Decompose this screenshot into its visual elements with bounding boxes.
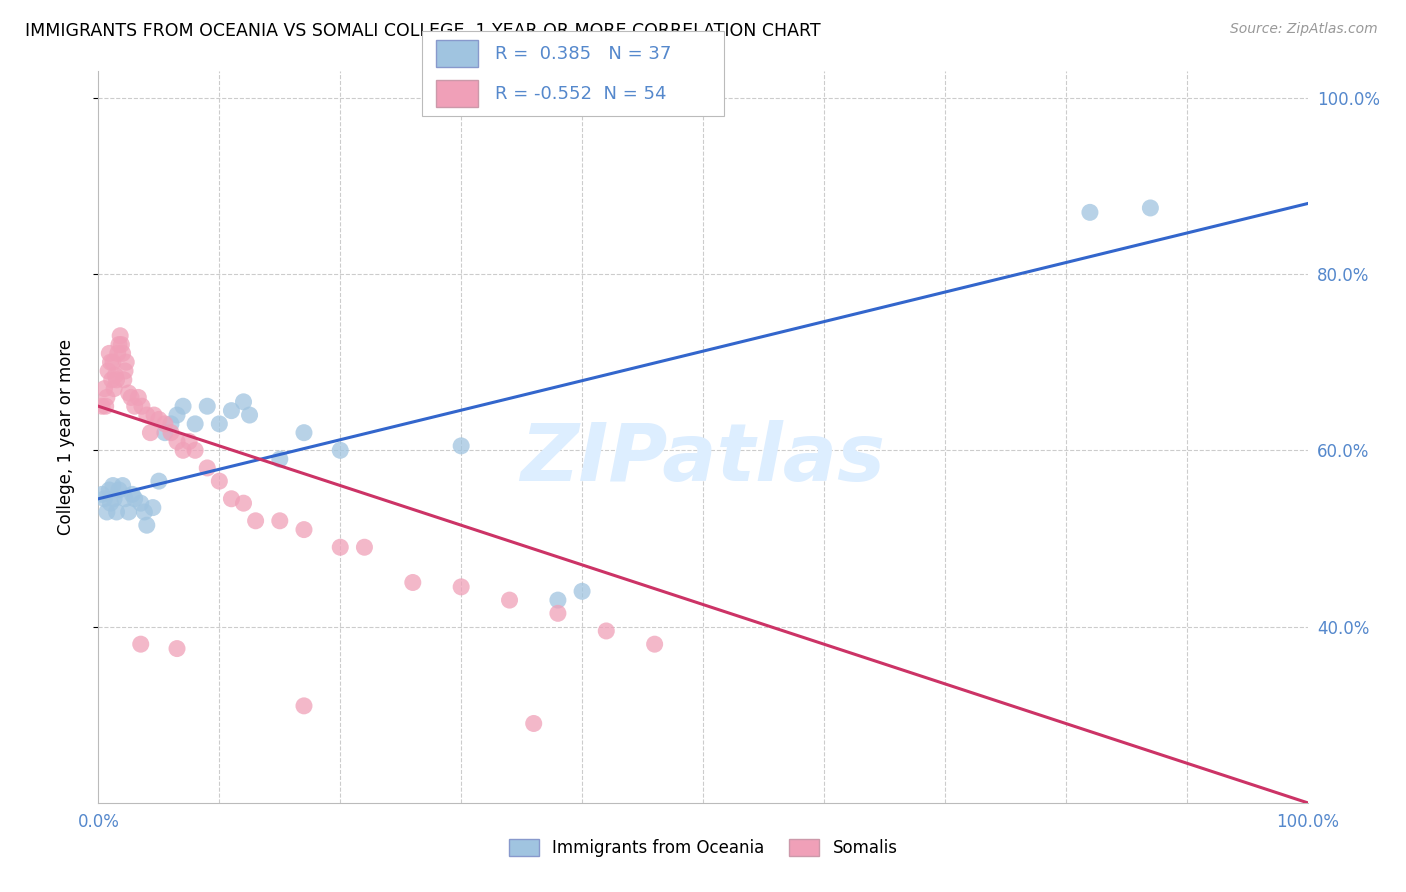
Point bbox=[329, 540, 352, 554]
Point bbox=[101, 478, 124, 492]
Point bbox=[148, 412, 170, 426]
Point bbox=[127, 391, 149, 405]
Point bbox=[103, 491, 125, 506]
Point bbox=[129, 496, 152, 510]
Point bbox=[450, 439, 472, 453]
Point bbox=[91, 399, 114, 413]
Point bbox=[208, 417, 231, 431]
Point bbox=[93, 491, 115, 506]
Point bbox=[232, 394, 254, 409]
Text: IMMIGRANTS FROM OCEANIA VS SOMALI COLLEGE, 1 YEAR OR MORE CORRELATION CHART: IMMIGRANTS FROM OCEANIA VS SOMALI COLLEG… bbox=[25, 22, 821, 40]
Point bbox=[269, 514, 291, 528]
Point bbox=[91, 487, 114, 501]
Point bbox=[644, 637, 666, 651]
Point bbox=[111, 478, 134, 492]
Point bbox=[105, 373, 128, 387]
Text: R =  0.385   N = 37: R = 0.385 N = 37 bbox=[495, 45, 671, 62]
Point bbox=[1078, 205, 1101, 219]
Point bbox=[166, 408, 188, 422]
Point bbox=[571, 584, 593, 599]
Point bbox=[129, 637, 152, 651]
Point bbox=[232, 496, 254, 510]
Point bbox=[118, 505, 141, 519]
Point bbox=[100, 373, 122, 387]
Point bbox=[115, 355, 138, 369]
Point bbox=[94, 399, 117, 413]
Point bbox=[108, 483, 131, 497]
Point bbox=[292, 425, 315, 440]
Point bbox=[121, 487, 143, 501]
Point bbox=[134, 505, 156, 519]
Point bbox=[402, 575, 425, 590]
Point bbox=[547, 607, 569, 621]
Point bbox=[114, 364, 136, 378]
Point bbox=[292, 523, 315, 537]
Point bbox=[353, 540, 375, 554]
Text: Source: ZipAtlas.com: Source: ZipAtlas.com bbox=[1230, 22, 1378, 37]
Point bbox=[523, 716, 546, 731]
Point bbox=[153, 425, 176, 440]
Point bbox=[93, 382, 115, 396]
Point bbox=[110, 337, 132, 351]
Point bbox=[547, 593, 569, 607]
Point bbox=[239, 408, 262, 422]
Point bbox=[139, 425, 162, 440]
Point bbox=[118, 386, 141, 401]
Point bbox=[100, 355, 122, 369]
Point bbox=[179, 434, 201, 449]
Point bbox=[195, 461, 218, 475]
Point bbox=[153, 417, 176, 431]
Point bbox=[172, 443, 194, 458]
Point bbox=[97, 364, 120, 378]
Point bbox=[124, 491, 146, 506]
Point bbox=[96, 391, 118, 405]
Point bbox=[111, 346, 134, 360]
Point bbox=[108, 337, 131, 351]
Point bbox=[166, 641, 188, 656]
Point bbox=[450, 580, 472, 594]
Text: ZIPatlas: ZIPatlas bbox=[520, 420, 886, 498]
Y-axis label: College, 1 year or more: College, 1 year or more bbox=[56, 339, 75, 535]
Point bbox=[292, 698, 315, 713]
Point bbox=[131, 399, 153, 413]
Point bbox=[120, 391, 142, 405]
Point bbox=[142, 500, 165, 515]
Point bbox=[100, 496, 122, 510]
Point bbox=[208, 474, 231, 488]
Point bbox=[160, 417, 183, 431]
Point bbox=[96, 505, 118, 519]
Point bbox=[498, 593, 520, 607]
Point bbox=[160, 425, 183, 440]
Point bbox=[221, 491, 243, 506]
Point bbox=[595, 624, 617, 638]
Point bbox=[98, 346, 121, 360]
Point bbox=[135, 408, 157, 422]
Point bbox=[143, 408, 166, 422]
Point bbox=[114, 491, 136, 506]
Text: R = -0.552  N = 54: R = -0.552 N = 54 bbox=[495, 85, 666, 103]
Point bbox=[245, 514, 267, 528]
Point bbox=[166, 434, 188, 449]
Point bbox=[108, 328, 131, 343]
Point bbox=[101, 355, 124, 369]
Point bbox=[172, 399, 194, 413]
Legend: Immigrants from Oceania, Somalis: Immigrants from Oceania, Somalis bbox=[502, 832, 904, 864]
Point bbox=[221, 403, 243, 417]
Point bbox=[184, 443, 207, 458]
Point bbox=[103, 382, 125, 396]
Point bbox=[148, 474, 170, 488]
Point bbox=[135, 518, 157, 533]
Point bbox=[107, 346, 129, 360]
Point bbox=[269, 452, 291, 467]
Point bbox=[195, 399, 218, 413]
Point bbox=[124, 399, 146, 413]
Point bbox=[112, 373, 135, 387]
Point bbox=[329, 443, 352, 458]
Point bbox=[184, 417, 207, 431]
Point bbox=[1139, 201, 1161, 215]
Point bbox=[98, 483, 121, 497]
Point bbox=[104, 368, 127, 383]
Point bbox=[105, 505, 128, 519]
